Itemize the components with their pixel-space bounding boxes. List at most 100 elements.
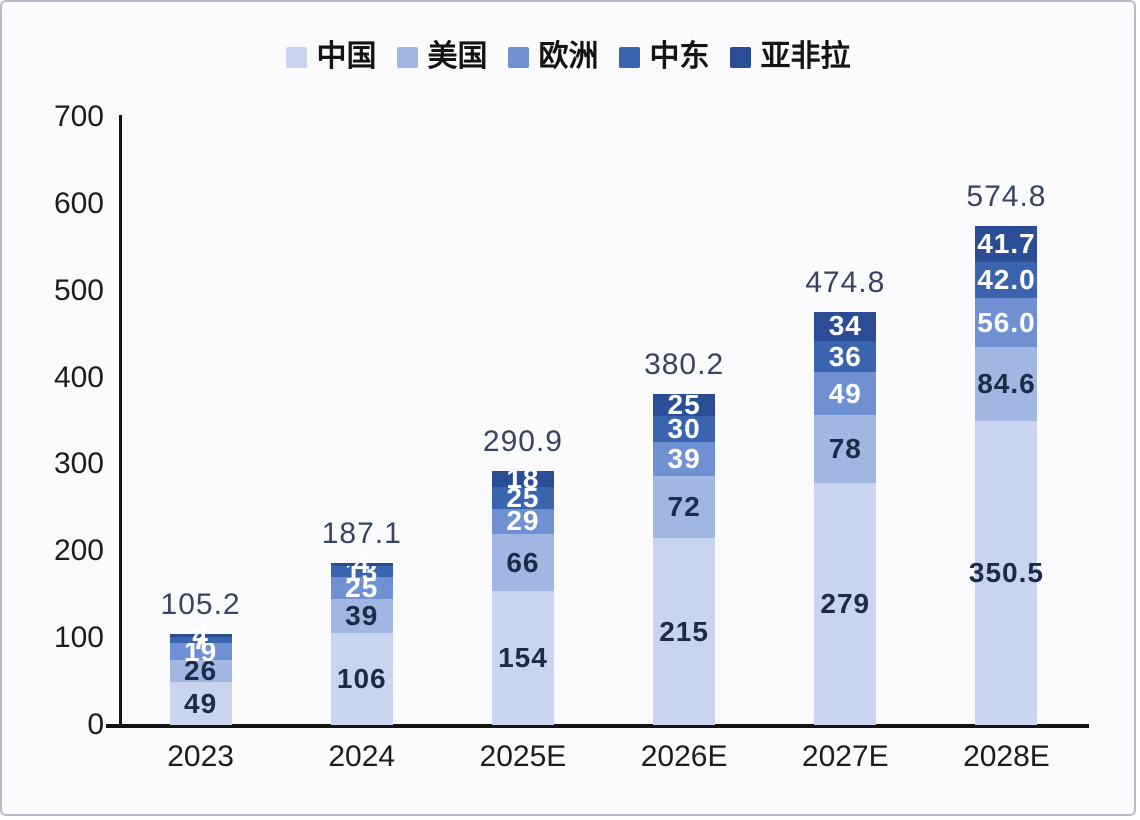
y-tick-label: 400 — [53, 360, 104, 394]
bar-slot: 105.2 49 26 19 7 4 — [120, 117, 281, 725]
legend-item: 亚非拉 — [729, 42, 851, 72]
legend-swatch-icon — [618, 46, 640, 68]
segment-label: 39 — [345, 600, 379, 631]
bar-segment: 34 — [814, 310, 877, 342]
legend-item: 中东 — [618, 40, 710, 73]
bar-segment: 25 — [653, 388, 716, 420]
bar-segment: 106 — [330, 632, 393, 725]
total-label: 380.2 — [644, 348, 725, 382]
x-axis-labels: 2023 2024 2025E 2026E 2027E 2028E — [120, 742, 1087, 772]
segment-label: 25 — [506, 481, 540, 513]
y-tick-label: 0 — [87, 708, 104, 741]
legend-label: 欧洲 — [538, 40, 599, 73]
segment-label: 72 — [667, 491, 701, 522]
stacked-bar: 215 72 39 30 25 — [653, 388, 716, 725]
x-axis-line — [106, 724, 1089, 728]
bar-segment: 29 — [491, 505, 554, 537]
x-axis-label: 2024 — [328, 740, 396, 773]
bar-segment: 72 — [653, 475, 716, 539]
segment-label: 66 — [506, 546, 540, 578]
y-tick-label: 600 — [53, 186, 104, 220]
legend-item: 中国 — [285, 42, 377, 72]
plot-area: 0 100 200 300 400 500 600 700 105.2 49 26 19 7 4 187.… — [54, 102, 1089, 740]
segment-label: 36 — [828, 340, 862, 372]
legend-swatch-icon — [507, 46, 529, 68]
legend-item: 欧洲 — [507, 40, 599, 73]
total-label: 474.8 — [805, 265, 886, 299]
segment-label: 13 — [345, 555, 379, 587]
x-axis-label: 2023 — [167, 740, 234, 773]
legend: 中国 美国 欧洲 中东 亚非拉 — [2, 42, 1134, 72]
y-tick-label: 200 — [53, 534, 104, 568]
segment-label: 29 — [506, 505, 540, 537]
segment-label: 39 — [667, 442, 701, 474]
segment-label: 25 — [345, 572, 379, 604]
bar-segment: 39 — [653, 441, 716, 476]
stacked-bar: 279 78 49 36 34 — [814, 310, 877, 725]
segment-label: 215 — [659, 615, 709, 647]
segment-label: 4 — [353, 548, 371, 580]
segment-label: 49 — [184, 687, 218, 719]
bar-segment: 30 — [653, 412, 716, 444]
y-tick-label: 100 — [53, 621, 104, 655]
segment-label: 78 — [828, 432, 862, 464]
bar-segment: 19 — [169, 637, 232, 665]
bar-segment: 7 — [169, 626, 232, 654]
segment-label: 154 — [498, 642, 548, 674]
legend-swatch-icon — [285, 46, 307, 68]
y-tick-label: 500 — [53, 273, 104, 307]
legend-item: 美国 — [396, 40, 488, 73]
segment-label: 279 — [820, 587, 871, 619]
bar-segment: 49 — [814, 372, 877, 415]
bar-segment: 66 — [491, 533, 554, 592]
segment-label: 56.0 — [977, 306, 1036, 338]
y-tick-label: 700 — [53, 100, 104, 133]
segment-label: 18 — [506, 463, 540, 495]
stacked-bar: 350.5 84.6 56.0 42.0 41.7 — [969, 225, 1043, 725]
legend-label: 美国 — [427, 40, 488, 73]
total-label: 290.9 — [482, 425, 563, 459]
bar-segment: 84.6 — [975, 347, 1038, 421]
x-axis-label: 2028E — [963, 740, 1050, 773]
bars-container: 105.2 49 26 19 7 4 187.1 106 39 25 13 4 290.9 154 66 29… — [120, 117, 1087, 725]
bar-segment: 41.7 — [975, 225, 1038, 263]
stacked-bar: 106 39 25 13 4 — [330, 550, 393, 725]
segment-label: 26 — [184, 655, 218, 687]
bar-segment: 154 — [491, 591, 554, 725]
segment-label: 25 — [667, 388, 701, 420]
bar-segment: 13 — [330, 557, 393, 585]
segment-label: 30 — [667, 412, 701, 444]
bar-slot: 574.8 350.5 84.6 56.0 42.0 41.7 — [926, 117, 1087, 725]
bar-slot: 380.2 215 72 39 30 25 — [604, 117, 765, 725]
bar-segment: 78 — [814, 414, 877, 483]
bar-segment: 56.0 — [975, 298, 1038, 348]
bar-segment: 25 — [330, 572, 393, 604]
segment-label: 41.7 — [977, 227, 1036, 259]
y-axis-line — [119, 115, 122, 725]
segment-label: 350.5 — [968, 556, 1044, 588]
stacked-bar: 49 26 19 7 4 — [169, 621, 232, 725]
legend-label: 中东 — [649, 40, 710, 73]
x-axis-label: 2026E — [640, 740, 728, 773]
segment-label: 106 — [336, 662, 387, 694]
segment-label: 34 — [828, 310, 862, 342]
bar-segment: 39 — [330, 599, 393, 633]
legend-swatch-icon — [396, 46, 418, 68]
segment-label: 42.0 — [977, 264, 1036, 296]
bar-segment: 26 — [169, 655, 232, 687]
segment-label: 7 — [192, 624, 209, 656]
bar-segment: 4 — [169, 621, 232, 649]
bar-segment: 36 — [814, 340, 877, 373]
bar-segment: 18 — [491, 465, 554, 493]
y-tick-label: 300 — [53, 447, 104, 481]
segment-label: 49 — [828, 377, 862, 409]
bar-slot: 474.8 279 78 49 36 34 — [765, 117, 926, 725]
bar-segment: 4 — [330, 550, 393, 578]
bar-segment: 25 — [491, 481, 554, 513]
bar-segment: 42.0 — [975, 262, 1038, 299]
segment-label: 4 — [192, 619, 209, 651]
bar-segment: 350.5 — [969, 420, 1043, 725]
legend-swatch-icon — [729, 46, 751, 68]
bar-segment: 279 — [814, 482, 877, 725]
